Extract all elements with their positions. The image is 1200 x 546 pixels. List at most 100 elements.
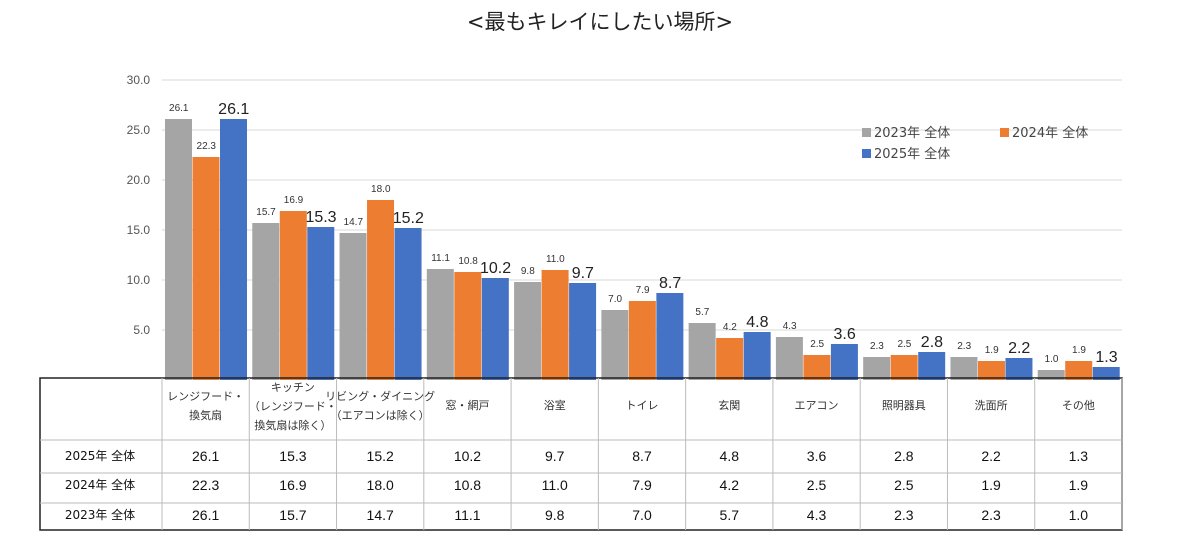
bar	[830, 344, 858, 380]
data-label: 1.9	[1072, 345, 1086, 356]
data-label: 2.5	[897, 339, 911, 350]
bar	[339, 233, 367, 380]
table-row-header: 2023年 全体	[65, 507, 135, 522]
data-label: 2.5	[810, 339, 824, 350]
category-label: レンジフード・	[167, 390, 244, 403]
category-label: リビング・ダイニング	[325, 389, 435, 403]
category-label: 窓・網戸	[445, 398, 489, 412]
table-cell: 9.8	[545, 507, 565, 523]
category-label: 換気扇は除く）	[254, 418, 331, 432]
data-label: 4.3	[783, 321, 797, 332]
legend-swatch	[1000, 128, 1009, 137]
bar	[220, 119, 247, 380]
bar	[743, 332, 771, 380]
legend-label: 2025年 全体	[874, 146, 950, 162]
table-cell: 16.9	[279, 477, 306, 493]
bar	[192, 157, 220, 380]
data-label: 15.7	[256, 207, 276, 218]
table-cell: 1.9	[1069, 477, 1089, 493]
table-cell: 18.0	[367, 477, 394, 493]
data-label: 3.6	[834, 326, 856, 343]
data-label: 22.3	[197, 141, 217, 152]
data-label: 26.1	[169, 103, 189, 114]
bar	[454, 272, 482, 380]
data-label: 15.3	[305, 209, 336, 226]
data-label: 14.7	[344, 217, 364, 228]
category-label: 浴室	[544, 398, 566, 412]
category-label: 照明器具	[882, 399, 926, 412]
y-tick-label: 5.0	[133, 323, 150, 337]
table-cell: 5.7	[720, 507, 740, 523]
table-cell: 22.3	[192, 477, 219, 493]
bar	[977, 361, 1005, 380]
table-cell: 15.2	[367, 448, 394, 464]
table-cell: 26.1	[192, 507, 219, 523]
bar	[890, 355, 918, 380]
bar	[688, 323, 716, 380]
bar	[775, 337, 803, 380]
category-label: キッチン	[271, 381, 315, 394]
bar	[307, 227, 335, 380]
data-label: 4.2	[723, 322, 737, 333]
table-cell: 2.3	[894, 507, 914, 523]
table-cell: 4.3	[807, 507, 827, 523]
category-label: トイレ	[626, 399, 659, 412]
bar	[165, 119, 192, 380]
bar	[426, 269, 454, 380]
category-label: エアコン	[795, 399, 839, 412]
table-cell: 7.0	[632, 507, 652, 523]
bar	[481, 278, 509, 380]
table-cell: 15.7	[279, 507, 306, 523]
table-cell: 2.5	[807, 477, 827, 493]
bar	[863, 357, 891, 380]
bar	[514, 282, 542, 380]
table-cell: 4.2	[720, 477, 740, 493]
data-label: 9.7	[572, 265, 594, 282]
table-cell: 2.5	[894, 477, 914, 493]
category-label: （エアコンは除く）	[331, 408, 430, 422]
table-cell: 26.1	[192, 448, 219, 464]
data-label: 7.9	[636, 285, 650, 296]
bar	[1065, 361, 1093, 380]
table-cell: 4.8	[720, 448, 740, 464]
legend-swatch	[862, 149, 871, 158]
table-cell: 3.6	[807, 448, 827, 464]
bar	[1092, 367, 1120, 380]
data-label: 1.0	[1045, 354, 1059, 365]
category-label: 玄関	[718, 398, 740, 412]
table-cell: 9.7	[545, 448, 565, 464]
table-cell: 2.8	[894, 448, 914, 464]
category-label: 洗面所	[975, 399, 1008, 412]
y-tick-label: 20.0	[127, 173, 151, 187]
data-label: 11.1	[431, 253, 450, 264]
bar	[1005, 358, 1033, 380]
bar	[656, 293, 684, 380]
data-label: 1.9	[985, 345, 999, 356]
data-label: 26.1	[218, 101, 249, 118]
table-cell: 1.9	[981, 477, 1001, 493]
data-label: 11.0	[546, 254, 565, 265]
table-cell: 1.3	[1069, 448, 1089, 464]
table-cell: 1.0	[1069, 507, 1089, 523]
y-tick-label: 10.0	[127, 273, 151, 287]
bar	[367, 200, 395, 380]
bar	[569, 283, 597, 380]
table-row-header: 2024年 全体	[65, 477, 135, 492]
data-label: 5.7	[695, 307, 709, 318]
category-label: 換気扇	[189, 408, 222, 422]
table-row-header: 2025年 全体	[65, 448, 135, 463]
data-label: 10.8	[458, 256, 478, 267]
bar	[950, 357, 978, 380]
table-cell: 7.9	[632, 477, 652, 493]
table-cell: 11.1	[454, 507, 480, 523]
bar	[1037, 370, 1065, 380]
table-cell: 11.0	[542, 477, 568, 493]
table-cell: 10.8	[454, 477, 481, 493]
legend-swatch	[862, 128, 871, 137]
y-tick-label: 15.0	[127, 223, 151, 237]
legend-label: 2024年 全体	[1012, 125, 1088, 141]
bar	[541, 270, 569, 380]
bar	[918, 352, 946, 380]
bar	[716, 338, 744, 380]
